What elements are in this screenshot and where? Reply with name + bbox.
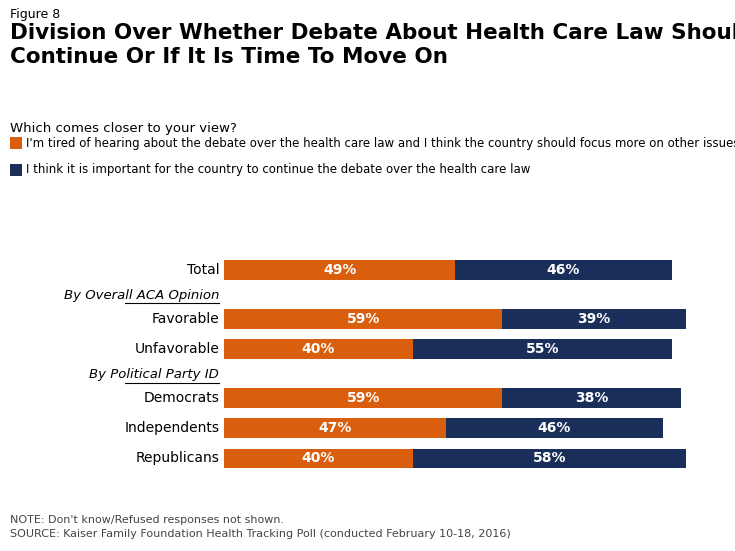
Bar [224,260,455,279]
Text: 49%: 49% [323,263,356,277]
Text: By Political Party ID: By Political Party ID [90,368,219,381]
Bar [502,388,681,408]
Text: Which comes closer to your view?: Which comes closer to your view? [10,122,237,136]
Bar [455,260,672,279]
Text: Division Over Whether Debate About Health Care Law Should
Continue Or If It Is T: Division Over Whether Debate About Healt… [10,23,735,67]
Bar [502,309,686,328]
Text: 59%: 59% [346,391,380,405]
Text: FAMILY: FAMILY [650,521,698,533]
Text: Figure 8: Figure 8 [10,8,60,21]
Text: 47%: 47% [318,422,351,435]
Text: SOURCE: Kaiser Family Foundation Health Tracking Poll (conducted February 10-18,: SOURCE: Kaiser Family Foundation Health … [10,529,510,539]
Text: By Overall ACA Opinion: By Overall ACA Opinion [64,289,219,302]
Text: 59%: 59% [346,312,380,326]
Text: 58%: 58% [533,451,566,466]
Text: FOUNDATION: FOUNDATION [648,534,700,540]
Bar [224,418,445,438]
Text: Unfavorable: Unfavorable [135,342,219,356]
Bar [224,388,502,408]
Text: 39%: 39% [578,312,611,326]
Text: 46%: 46% [547,263,580,277]
Text: Republicans: Republicans [135,451,219,466]
Text: Democrats: Democrats [143,391,219,405]
Bar [412,339,672,359]
Text: Favorable: Favorable [151,312,219,326]
Text: THE HENRY J.: THE HENRY J. [648,504,700,510]
Bar [445,418,662,438]
Bar [412,449,686,468]
Text: I'm tired of hearing about the debate over the health care law and I think the c: I'm tired of hearing about the debate ov… [26,137,735,150]
Text: KAISER: KAISER [648,510,700,523]
Text: I think it is important for the country to continue the debate over the health c: I think it is important for the country … [26,163,531,176]
Bar [224,449,412,468]
Text: 40%: 40% [302,342,335,356]
Text: Total: Total [187,263,219,277]
Text: NOTE: Don't know/Refused responses not shown.: NOTE: Don't know/Refused responses not s… [10,515,284,525]
Bar [224,309,502,328]
Text: 38%: 38% [575,391,609,405]
Text: 46%: 46% [537,422,571,435]
Text: 40%: 40% [302,451,335,466]
Text: Independents: Independents [124,422,219,435]
Bar [224,339,412,359]
Text: 55%: 55% [526,342,559,356]
